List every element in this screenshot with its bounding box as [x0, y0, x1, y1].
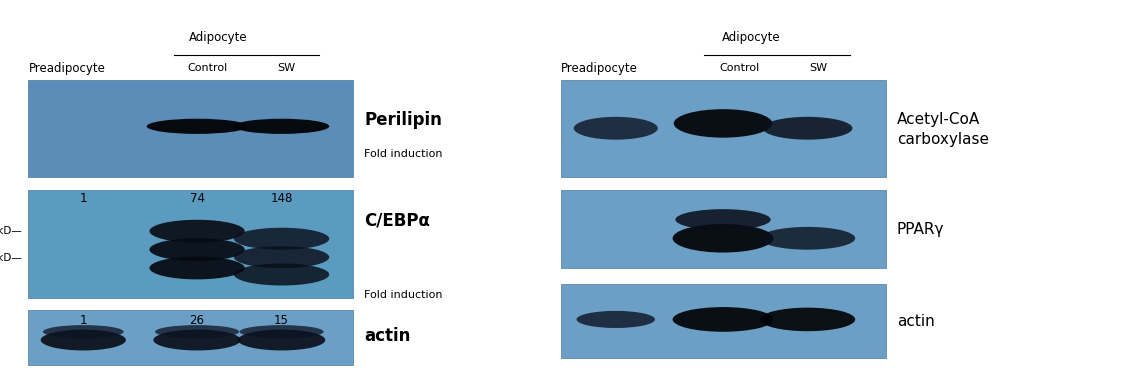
- Ellipse shape: [760, 227, 855, 250]
- Ellipse shape: [576, 311, 655, 328]
- Ellipse shape: [234, 263, 330, 285]
- Text: Preadipocyte: Preadipocyte: [29, 62, 105, 75]
- Text: Control: Control: [720, 63, 760, 73]
- Ellipse shape: [43, 325, 123, 338]
- Text: 28kD—: 28kD—: [0, 226, 22, 236]
- Text: SW: SW: [809, 63, 827, 73]
- Text: Acetyl-CoA
carboxylase: Acetyl-CoA carboxylase: [897, 112, 989, 147]
- Text: C/EBPα: C/EBPα: [364, 211, 430, 230]
- Ellipse shape: [147, 119, 248, 134]
- Text: Fold induction: Fold induction: [364, 290, 443, 299]
- Ellipse shape: [760, 308, 855, 331]
- Text: Adipocyte: Adipocyte: [722, 32, 780, 44]
- Text: 15: 15: [275, 314, 289, 326]
- Text: 42kD—: 42kD—: [0, 253, 22, 263]
- Text: Preadipocyte: Preadipocyte: [562, 62, 638, 75]
- Ellipse shape: [234, 228, 330, 250]
- FancyBboxPatch shape: [28, 80, 353, 177]
- Ellipse shape: [149, 256, 244, 279]
- Ellipse shape: [149, 238, 244, 261]
- Text: 1: 1: [80, 314, 87, 326]
- Ellipse shape: [762, 117, 852, 139]
- Text: PPARγ: PPARγ: [897, 222, 944, 238]
- Text: 1: 1: [80, 192, 87, 205]
- Ellipse shape: [675, 209, 771, 230]
- FancyBboxPatch shape: [28, 190, 353, 298]
- Ellipse shape: [674, 109, 772, 138]
- Text: Fold induction: Fold induction: [364, 149, 443, 159]
- FancyBboxPatch shape: [560, 190, 886, 268]
- Ellipse shape: [40, 329, 126, 350]
- FancyBboxPatch shape: [560, 80, 886, 177]
- Text: 26: 26: [189, 314, 204, 326]
- FancyBboxPatch shape: [560, 284, 886, 358]
- Ellipse shape: [155, 325, 239, 338]
- Text: 148: 148: [270, 192, 293, 205]
- Text: actin: actin: [897, 314, 935, 329]
- Ellipse shape: [149, 220, 244, 242]
- Ellipse shape: [673, 224, 773, 253]
- Text: Adipocyte: Adipocyte: [189, 32, 248, 44]
- Text: 74: 74: [189, 192, 204, 205]
- Ellipse shape: [673, 307, 773, 332]
- Ellipse shape: [234, 119, 330, 134]
- Ellipse shape: [238, 329, 325, 350]
- Ellipse shape: [240, 325, 324, 338]
- Text: SW: SW: [277, 63, 295, 73]
- Ellipse shape: [234, 246, 330, 268]
- Text: actin: actin: [364, 327, 410, 345]
- Text: Control: Control: [187, 63, 228, 73]
- Text: Perilipin: Perilipin: [364, 111, 442, 129]
- Ellipse shape: [574, 117, 658, 139]
- FancyBboxPatch shape: [28, 310, 353, 365]
- Ellipse shape: [154, 329, 241, 350]
